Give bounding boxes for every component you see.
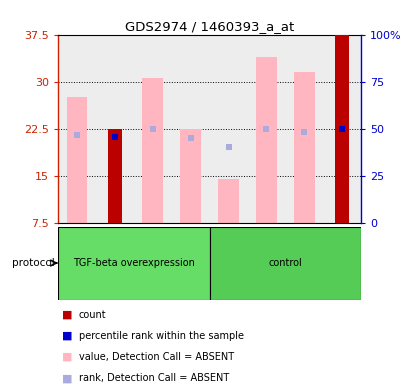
Bar [335,35,349,223]
Text: count: count [79,310,107,320]
Bar [142,78,163,223]
Bar [256,56,277,223]
Bar [58,35,96,223]
Bar [286,35,323,223]
Bar [58,227,210,300]
Text: ■: ■ [62,310,73,320]
Bar [180,129,201,223]
Text: percentile rank within the sample: percentile rank within the sample [79,331,244,341]
Bar [172,35,210,223]
Text: control: control [269,258,302,268]
Text: rank, Detection Call = ABSENT: rank, Detection Call = ABSENT [79,373,229,383]
Bar [210,227,361,300]
Text: ■: ■ [62,352,73,362]
Bar [96,35,134,223]
Title: GDS2974 / 1460393_a_at: GDS2974 / 1460393_a_at [125,20,294,33]
Bar [218,179,239,223]
Text: ■: ■ [62,331,73,341]
Bar [108,129,122,223]
Text: ■: ■ [62,373,73,383]
Bar [247,35,285,223]
Text: protocol: protocol [12,258,54,268]
Bar [134,35,172,223]
Bar [294,72,315,223]
Bar [67,97,88,223]
Text: value, Detection Call = ABSENT: value, Detection Call = ABSENT [79,352,234,362]
Bar [210,35,247,223]
Bar [323,35,361,223]
Text: TGF-beta overexpression: TGF-beta overexpression [73,258,195,268]
